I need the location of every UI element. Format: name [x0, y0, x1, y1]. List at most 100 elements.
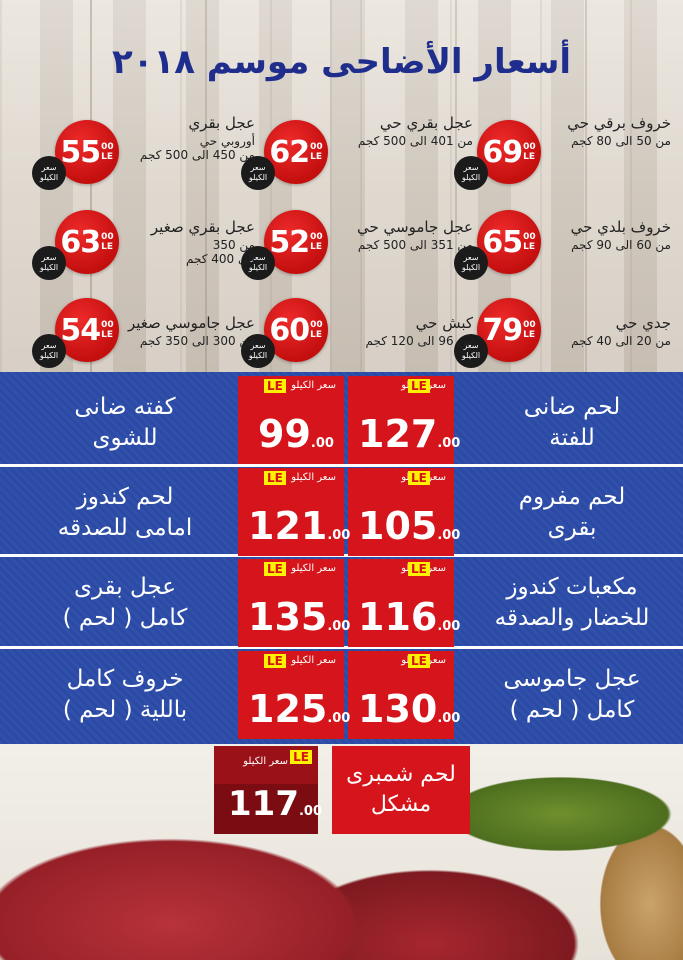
animal-weight: من 401 الى 500 كجم — [357, 134, 473, 148]
animal-name: عجل بقري صغير — [150, 218, 255, 236]
per-kilo-badge: سعر الكيلو — [241, 156, 275, 190]
plank-divider — [205, 0, 207, 372]
price-box: سعر الكيلو LE 116.00 — [348, 559, 460, 647]
meat-label: كفته ضانى للشوى — [74, 394, 176, 451]
meat-label: لحم ضانى للفتة — [523, 394, 621, 451]
price-decimals: .00 — [327, 528, 351, 543]
price-decimals: .00 — [298, 804, 323, 819]
wood-header — [0, 0, 683, 372]
currency-tag: LE — [290, 750, 312, 764]
meat-label: خروف كامل باللية ( لحم ) — [62, 666, 188, 723]
price-currency: LE — [523, 242, 535, 252]
currency-tag: LE — [264, 562, 286, 576]
price-decimals: .00 — [437, 711, 461, 726]
badge-line2: الكيلو — [461, 263, 481, 272]
price-circle: 79 00 LE — [477, 298, 541, 362]
plank-divider — [455, 0, 457, 372]
animal-card: خروف بلدي حي من 60 الى 90 كجم — [468, 212, 683, 284]
price-currency: LE — [310, 330, 322, 340]
price-decimals: 00 — [523, 320, 536, 330]
price-decimals: 00 — [523, 142, 536, 152]
meat-label: لحم كندوز امامى للصدقه — [57, 484, 193, 541]
price-box-label: سعر الكيلو — [291, 655, 336, 666]
meat-label: مكعبات كندوز للخضار والصدقه — [494, 574, 650, 631]
currency-tag: LE — [264, 471, 286, 485]
animal-name: كبش حي — [415, 314, 473, 332]
animal-card: عجل بقري صغير من 350 الى 400 كجم — [40, 212, 255, 284]
price-decimals: 00 — [101, 142, 114, 152]
price-value: 116 — [358, 595, 438, 639]
badge-line2: الكيلو — [248, 263, 268, 272]
animal-weight: من 96 الى 120 كجم — [365, 334, 473, 348]
price-circle: 63 00 LE — [55, 210, 119, 274]
price-decimals: .00 — [437, 528, 461, 543]
price-box-label: سعر الكيلو — [243, 756, 288, 767]
per-kilo-badge: سعر الكيلو — [32, 156, 66, 190]
animal-card: عجل بقري حي من 401 الى 500 كجم — [258, 108, 473, 180]
badge-line2: الكيلو — [39, 351, 59, 360]
meat-label: لحم مفروم بقرى — [518, 484, 626, 541]
price-decimals: .00 — [310, 436, 334, 451]
price-box: سعر الكيلو LE 105.00 — [348, 468, 460, 556]
price-decimals: 00 — [523, 232, 536, 242]
price-value: 54 — [60, 312, 101, 348]
price-box-label: سعر الكيلو — [291, 472, 336, 483]
price-value: 105 — [358, 504, 438, 548]
per-kilo-badge: سعر الكيلو — [241, 334, 275, 368]
price-box: سعر الكيلو LE 130.00 — [348, 651, 460, 739]
price-value: 52 — [269, 224, 310, 260]
per-kilo-badge: سعر الكيلو — [454, 246, 488, 280]
badge-line1: سعر — [463, 163, 479, 172]
badge-line2: الكيلو — [248, 351, 268, 360]
animal-name: عجل بقري — [188, 114, 255, 132]
badge-line1: سعر — [41, 163, 57, 172]
price-circle: 65 00 LE — [477, 210, 541, 274]
badge-line1: سعر — [41, 341, 57, 350]
price-decimals: .00 — [327, 711, 351, 726]
badge-line2: الكيلو — [39, 173, 59, 182]
price-value: 125 — [248, 687, 328, 731]
price-box: سعر الكيلو LE 125.00 — [238, 651, 350, 739]
price-box: سعر الكيلو LE 135.00 — [238, 559, 350, 647]
badge-line2: الكيلو — [39, 263, 59, 272]
price-decimals: 00 — [310, 320, 323, 330]
price-decimals: 00 — [310, 232, 323, 242]
price-value: 79 — [482, 312, 523, 348]
animal-weight: من 350 الى 400 كجم — [186, 238, 255, 266]
currency-tag: LE — [408, 471, 430, 485]
animal-name: عجل جاموسي حي — [356, 218, 473, 236]
meat-label: عجل جاموسى كامل ( لحم ) — [503, 666, 641, 723]
row-divider — [0, 646, 683, 649]
price-decimals: 00 — [101, 232, 114, 242]
price-currency: LE — [101, 152, 113, 162]
animal-name: جدي حي — [615, 314, 671, 332]
special-meat-label: لحم شمبرى مشكل — [332, 746, 470, 834]
animal-weight: من 20 الى 40 كجم — [571, 334, 671, 348]
animal-card: جدي حي من 20 الى 40 كجم — [468, 308, 683, 380]
badge-line1: سعر — [463, 253, 479, 262]
animal-weight: من 351 الى 500 كجم — [357, 238, 473, 252]
price-decimals: 00 — [310, 142, 323, 152]
animal-card: عجل جاموسي صغير من 300 الى 350 كجم — [40, 308, 255, 380]
row-divider — [0, 464, 683, 467]
animal-name: عجل جاموسي صغير — [127, 314, 255, 332]
price-currency: LE — [523, 330, 535, 340]
badge-line1: سعر — [41, 253, 57, 262]
animal-card: خروف برقي حي من 50 الى 80 كجم — [468, 108, 683, 180]
animal-weight: من 60 الى 90 كجم — [571, 238, 671, 252]
price-box-label: سعر الكيلو — [291, 563, 336, 574]
badge-line2: الكيلو — [461, 351, 481, 360]
price-value: 55 — [60, 134, 101, 170]
price-decimals: .00 — [437, 619, 461, 634]
currency-tag: LE — [408, 562, 430, 576]
price-value: 130 — [358, 687, 438, 731]
animal-card: عجل جاموسي حي من 351 الى 500 كجم — [258, 212, 473, 284]
price-value: 65 — [482, 224, 523, 260]
page-title: أسعار الأضاحى موسم ٢٠١٨ — [111, 42, 572, 82]
animal-name: خروف بلدي حي — [570, 218, 671, 236]
price-value: 117 — [228, 784, 299, 824]
price-decimals: .00 — [437, 436, 461, 451]
price-currency: LE — [310, 242, 322, 252]
animal-name: عجل بقري حي — [379, 114, 473, 132]
plank-divider — [330, 0, 332, 372]
